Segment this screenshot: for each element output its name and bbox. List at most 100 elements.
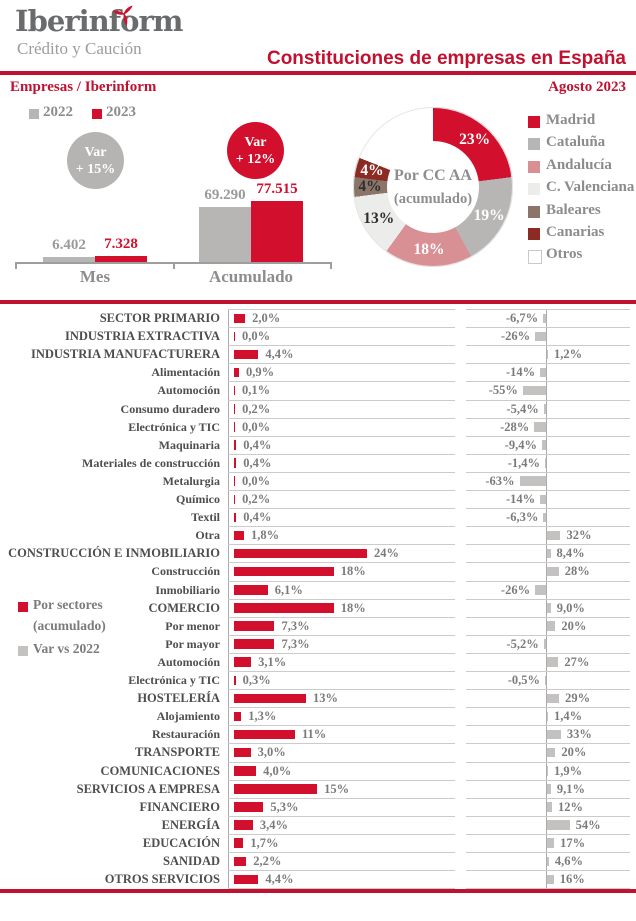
donut-center-label: Por CC AA (acumulado)	[387, 141, 479, 233]
var-bar	[547, 693, 560, 704]
brand-logo-subtitle: Crédito y Caución	[17, 39, 142, 58]
sector-label: Por mayor	[165, 636, 220, 651]
var-bar	[534, 422, 546, 432]
left-grid-line	[228, 616, 455, 618]
var-value: 1,2%	[554, 347, 583, 362]
donut-slice-label-Andalucía: 18%	[413, 240, 445, 258]
donut-slice-label-Cataluña: 19%	[473, 206, 505, 224]
share-value: 5,3%	[270, 799, 299, 814]
right-grid-line	[466, 652, 630, 654]
var-bar	[519, 476, 546, 486]
date-label: Agosto 2023	[548, 79, 626, 95]
legend-chip-2022	[29, 109, 39, 119]
left-grid-line	[228, 562, 455, 564]
var-bar	[547, 784, 551, 794]
ccaa-legend-chip-Andalucía	[528, 160, 540, 173]
share-bar	[234, 711, 242, 722]
ccaa-legend-item-Andalucía: Andalucía	[528, 157, 636, 179]
left-grid-line	[228, 707, 455, 709]
var-value: 32%	[566, 528, 592, 543]
var-value: 17%	[560, 835, 586, 850]
share-value: 4,4%	[265, 347, 294, 362]
var-bar	[547, 548, 551, 559]
right-grid-line	[466, 526, 630, 528]
share-bar	[234, 856, 247, 866]
ccaa-legend-item-Otros: Otros	[528, 246, 636, 268]
sector-label: OTROS SERVICIOS	[104, 872, 220, 887]
var-bar	[547, 603, 551, 613]
left-grid-line	[228, 309, 455, 310]
var-bar	[547, 621, 556, 631]
right-grid-line	[466, 598, 630, 600]
share-bar	[234, 548, 367, 559]
ccaa-legend-chip-Baleares	[528, 205, 540, 218]
var-bar	[547, 566, 559, 577]
var-bar	[543, 512, 546, 523]
share-value: 18%	[340, 600, 366, 615]
right-grid-line	[466, 399, 630, 401]
left-grid-line	[228, 689, 455, 691]
sector-label: Construcción	[151, 564, 220, 579]
right-grid-line	[466, 508, 630, 510]
ccaa-legend-label-Baleares: Baleares	[546, 201, 601, 218]
share-value: 4,0%	[263, 763, 292, 778]
var-value: 9,1%	[556, 781, 585, 796]
var-value: -0,5%	[507, 673, 540, 687]
var-bar	[543, 313, 546, 323]
share-bar	[234, 585, 268, 595]
sector-legend-label-1a: Por sectores	[33, 597, 103, 612]
share-bar	[234, 675, 236, 685]
var-value: -26%	[500, 582, 531, 597]
share-bar	[234, 766, 257, 776]
ccaa-legend-item-Madrid: Madrid	[528, 112, 636, 134]
var-value: 8,4%	[556, 546, 585, 561]
sector-label: Electrónica y TIC	[128, 673, 220, 687]
var-value: -26%	[500, 329, 531, 344]
share-value: 24%	[373, 546, 399, 561]
var-value: -55%	[488, 383, 518, 398]
donut-center-line1: Por CC AA	[394, 167, 472, 184]
var-value: 33%	[566, 727, 592, 742]
ccaa-legend: Madrid Cataluña Andalucía C. Valenciana Bale…	[528, 112, 636, 269]
var-bar	[543, 404, 546, 414]
var-badge-line2: + 12%	[235, 151, 276, 167]
var-badge-Mes: Var + 15%	[67, 132, 124, 189]
var-bar	[547, 856, 549, 866]
var-value: 27%	[564, 654, 590, 669]
donut-slice-label-Canarias: 4%	[360, 162, 384, 180]
x-axis-tick-1	[173, 262, 175, 269]
left-grid-line	[228, 363, 455, 365]
var-value: -9,4%	[504, 437, 538, 452]
right-grid-line	[466, 761, 630, 763]
share-value: 0,4%	[243, 455, 272, 470]
share-value: 0,3%	[242, 673, 271, 687]
sector-label: FINANCIERO	[139, 799, 220, 814]
ccaa-legend-label-Otros: Otros	[546, 246, 583, 263]
header-divider	[0, 71, 636, 75]
right-grid-line	[466, 417, 630, 419]
var-bar	[522, 385, 546, 396]
monthly-vs-accumulated-chart: 2022 2023 Var + 15% Var + 12% 6.402 7.328 Mes 69.…	[0, 96, 345, 296]
share-value: 3,1%	[258, 654, 287, 669]
var-bar	[542, 440, 546, 450]
category-label-Acumulado: Acumulado	[208, 267, 294, 286]
var-value: 1,9%	[554, 763, 583, 778]
sector-label: Automoción	[157, 654, 220, 669]
share-bar	[234, 603, 334, 613]
right-grid-line	[466, 870, 630, 872]
var-badge-line1: Var	[244, 134, 267, 150]
right-grid-line	[466, 580, 630, 582]
var-value: -63%	[485, 473, 515, 488]
left-grid-line	[228, 435, 455, 437]
right-grid-line	[466, 616, 630, 618]
right-grid-line	[466, 327, 630, 329]
ccaa-legend-item-C. Valenciana: C. Valenciana	[528, 179, 636, 201]
share-value: 0,4%	[243, 437, 272, 452]
share-value: 0,0%	[242, 329, 271, 344]
sector-label: Alimentación	[151, 365, 220, 380]
right-grid-line	[466, 634, 630, 636]
right-grid-line	[466, 562, 630, 564]
var-value: -14%	[505, 492, 536, 506]
sector-label: EDUCACIÓN	[142, 835, 220, 850]
ccaa-legend-label-C. Valenciana: C. Valenciana	[546, 179, 635, 196]
